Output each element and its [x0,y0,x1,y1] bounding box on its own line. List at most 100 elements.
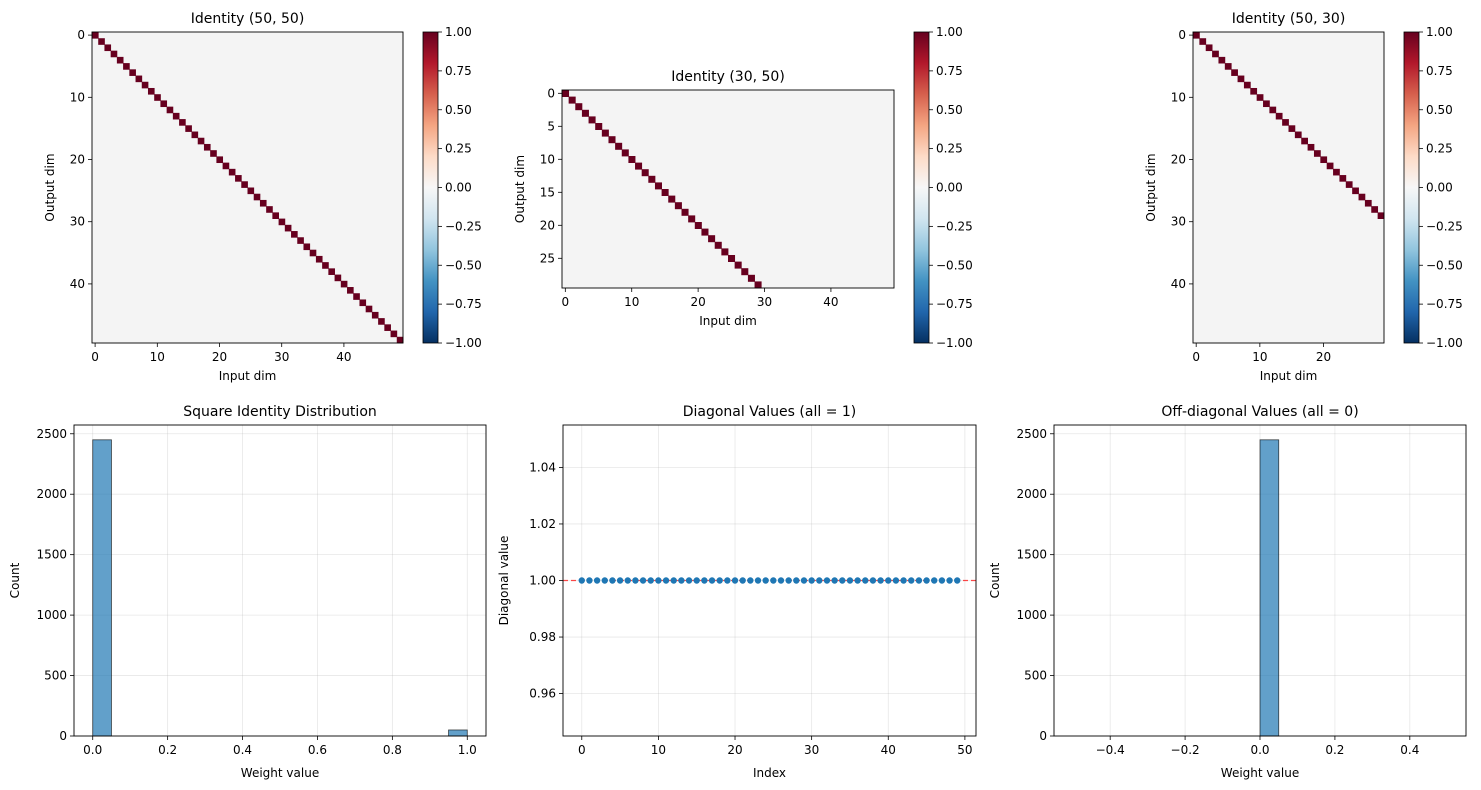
heatmap-3-colorbar-tick-label: 0.50 [1426,103,1453,117]
heatmap-1-ytick-label: 10 [70,90,85,104]
heatmap-3-diagonal-cell [1333,168,1340,176]
heatmap-2-diagonal-cell [608,136,616,144]
histogram-square-xtick-label: 0.4 [233,743,252,757]
scatter-diagonal-point [785,577,792,584]
heatmap-3-ytick-label: 40 [1171,277,1186,291]
histogram-square-xtick-label: 0.6 [308,743,327,757]
heatmap-2-ytick-label: 15 [540,185,555,199]
heatmap-2-ytick-label: 25 [540,251,555,265]
histogram-square-ytick-label: 2500 [36,427,67,441]
histogram-square-bar [92,439,112,737]
heatmap-3-diagonal-cell [1250,87,1258,95]
histogram-square-bar [448,729,468,737]
heatmap-2-diagonal-cell [568,96,576,104]
heatmap-1-diagonal-cell [359,299,367,307]
scatter-diagonal-point [885,577,892,584]
heatmap-1-diagonal-cell [247,187,255,195]
scatter-diagonal-point [777,577,785,584]
heatmap-2-colorbar-tick-label: 0.00 [936,181,963,195]
scatter-diagonal-xtick-label: 30 [804,743,819,757]
heatmap-3-frame [1192,31,1385,344]
scatter-diagonal-point [609,577,616,584]
heatmap-1-diagonal-cell [278,218,286,226]
heatmap-2-diagonal-cell [635,162,643,170]
scatter-diagonal-point [616,577,624,584]
scatter-diagonal-point [716,577,723,584]
heatmap-3-diagonal-cell [1294,131,1302,139]
heatmap-3-diagonal-cell [1371,206,1379,213]
heatmap-3-diagonal-cell [1224,63,1232,70]
heatmap-1-diagonal-cell [272,212,279,219]
heatmap-2-ytick-label: 10 [540,152,555,166]
heatmap-1-diagonal-cell [340,280,348,288]
scatter-diagonal-xlabel: Index [753,766,786,780]
histogram-offdiag-ylabel: Count [988,562,1002,598]
histogram-offdiag-xtick-label: −0.2 [1171,743,1200,757]
scatter-diagonal-point [816,577,823,584]
heatmap-1-diagonal-cell [92,32,99,39]
heatmap-2-diagonal-cell [734,261,742,269]
scatter-diagonal-point [685,577,693,584]
heatmap-1-diagonal-cell [253,193,261,201]
heatmap-3-title: Identity (50, 30) [1232,11,1346,27]
heatmap-3-diagonal-cell [1301,137,1308,145]
histogram-offdiag-bar [1259,439,1280,737]
heatmap-1-diagonal-cell [141,81,149,89]
heatmap-3-ytick-label: 0 [1178,28,1186,42]
heatmap-2-xlabel: Input dim [699,314,757,328]
heatmap-1-colorbar-tick-label: 0.25 [445,142,472,156]
heatmap-2-diagonal-cell [648,175,656,183]
heatmap-2-diagonal-cell [694,222,702,229]
scatter-diagonal-point [731,577,739,584]
histogram-square-ytick-label: 1000 [36,608,67,622]
heatmap-2-diagonal-cell [741,268,749,276]
heatmap-2-diagonal-cell [601,129,609,137]
heatmap-3-diagonal-cell [1288,125,1296,132]
heatmap-1-diagonal-cell [123,63,130,70]
heatmap-1-diagonal-cell [228,168,236,176]
heatmap-1-xtick-label: 40 [336,350,351,364]
heatmap-2-title: Identity (30, 50) [671,69,785,85]
histogram-square-xtick-label: 1.0 [458,743,477,757]
heatmap-3-diagonal-cell [1364,199,1372,207]
heatmap-2-diagonal-cell [595,123,603,130]
histogram-square-ytick-label: 500 [44,669,67,683]
heatmap-1-diagonal-cell [104,44,112,52]
heatmap-2-colorbar-tick-label: 0.25 [936,142,963,156]
heatmap-1-diagonal-cell [297,237,304,244]
heatmap-3-diagonal-cell [1345,181,1353,188]
scatter-diagonal-point [877,577,884,584]
histogram-square-ytick-label: 0 [59,729,67,743]
scatter-diagonal-point [862,577,869,584]
heatmap-3-diagonal-cell [1377,212,1385,219]
heatmap-1-diagonal-cell [98,38,105,45]
heatmap-2-diagonal-cell [701,228,709,236]
heatmap-2-diagonal-cell [754,281,762,289]
heatmap-2-colorbar [913,31,930,344]
heatmap-2-diagonal-cell [674,202,682,210]
heatmap-1-diagonal-cell [315,255,323,263]
heatmap-2-diagonal-cell [681,208,689,216]
heatmap-2-diagonal-cell [714,241,722,249]
scatter-diagonal-point [739,577,746,584]
scatter-diagonal-point [923,577,930,584]
heatmap-1-diagonal-cell [322,262,329,269]
heatmap-1-colorbar-tick-label: −1.00 [445,336,482,350]
heatmap-1-xtick-label: 20 [212,350,227,364]
scatter-diagonal-xtick-label: 10 [651,743,666,757]
scatter-diagonal-xtick-label: 40 [881,743,896,757]
scatter-diagonal-point [662,577,670,584]
heatmap-3-diagonal-cell [1307,143,1315,151]
heatmap-3-diagonal-cell [1199,38,1207,45]
scatter-diagonal-point [938,577,946,584]
heatmap-1-xtick-label: 0 [91,350,99,364]
heatmap-2-diagonal-cell [688,215,696,223]
histogram-offdiag-xtick-label: 0.2 [1325,743,1344,757]
heatmap-3-ytick-label: 10 [1171,90,1186,104]
scatter-diagonal-title: Diagonal Values (all = 1) [683,404,857,420]
scatter-diagonal-ytick-label: 1.04 [529,460,556,474]
heatmap-1-colorbar-tick-label: −0.25 [445,219,482,233]
heatmap-2-xtick-label: 0 [561,295,569,309]
heatmap-3-diagonal-cell [1263,100,1270,108]
histogram-offdiag-ytick-label: 2500 [1016,427,1047,441]
